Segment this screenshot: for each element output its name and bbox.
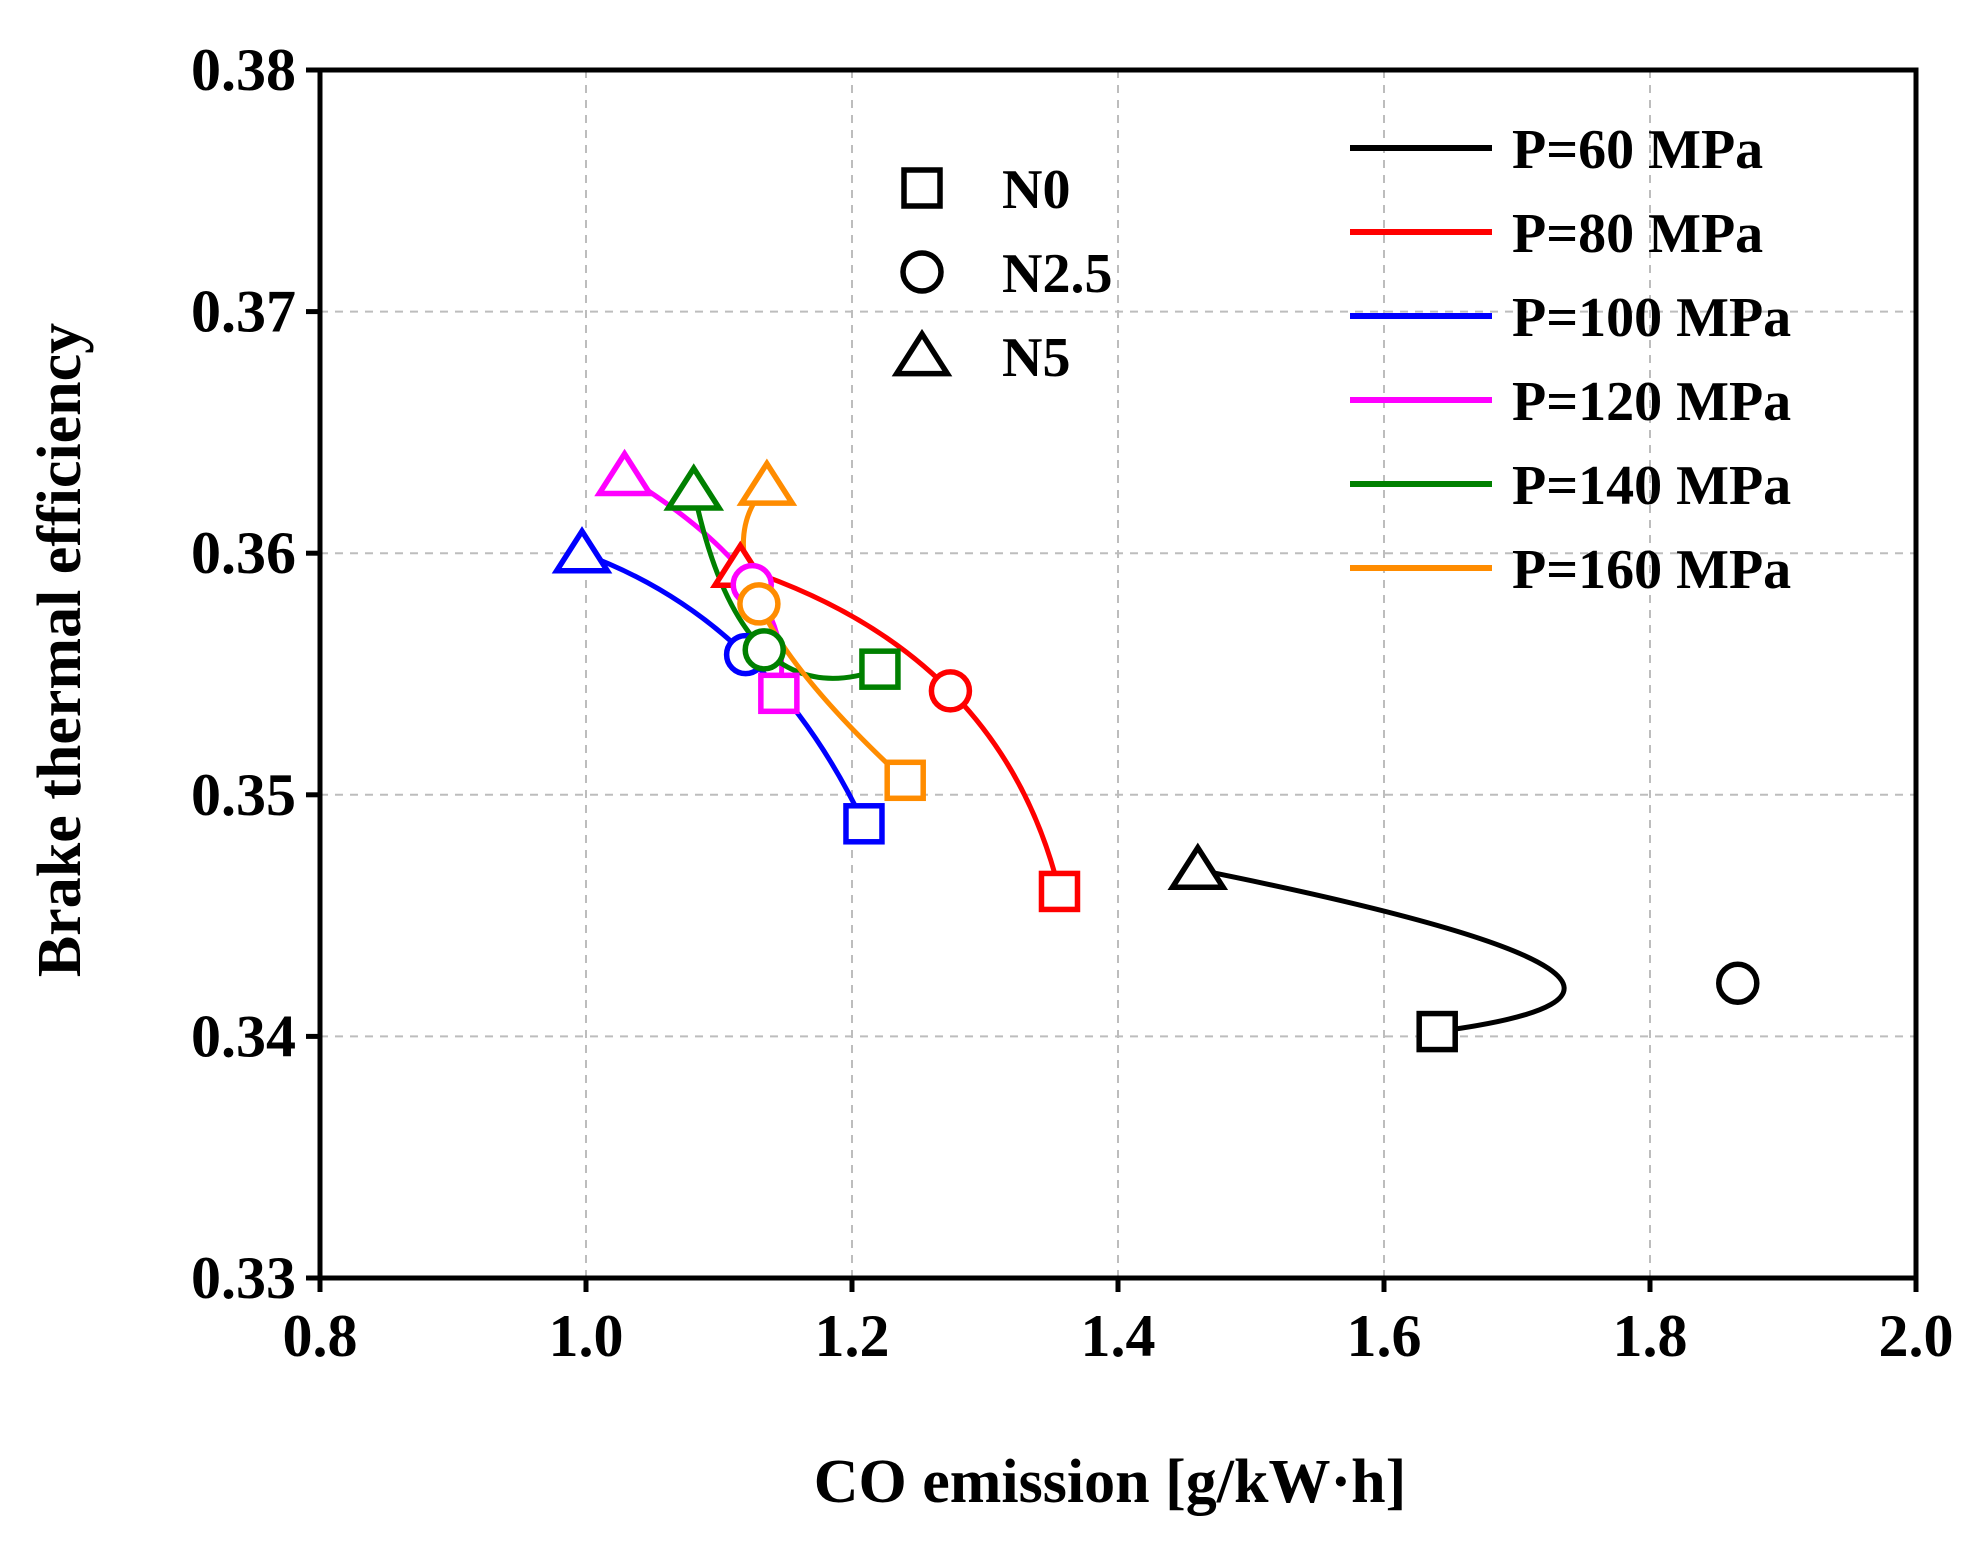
legend-marker	[900, 250, 944, 294]
legend-marker	[891, 328, 953, 377]
x-tick-label: 1.6	[1347, 1303, 1422, 1369]
y-tick-label: 0.38	[191, 37, 296, 103]
x-tick-label: 1.0	[549, 1303, 624, 1369]
legend-marker	[901, 167, 943, 209]
data-point	[663, 463, 725, 511]
y-tick-label: 0.34	[191, 1003, 296, 1069]
data-point	[742, 628, 786, 672]
marker-legend: N0 N2.5 N5	[891, 159, 1112, 389]
legend-marker-label: N2.5	[1002, 243, 1112, 305]
data-point	[1167, 842, 1229, 891]
y-tick-label: 0.35	[191, 762, 296, 828]
data-point	[737, 582, 781, 626]
x-tick-label: 1.4	[1081, 1303, 1156, 1369]
x-axis-title: CO emission [g/kW·h]	[814, 1448, 1407, 1516]
legend-line-label: P=60 MPa	[1512, 119, 1763, 181]
legend-line-label: P=160 MPa	[1512, 539, 1791, 601]
data-point	[1416, 1010, 1458, 1053]
y-tick-label: 0.36	[191, 520, 296, 586]
series-line	[739, 565, 1062, 893]
y-axis-title: Brake thermal efficiency	[26, 323, 94, 977]
legend-marker-label: N5	[1002, 327, 1070, 389]
series-line	[1197, 867, 1567, 1035]
x-tick-label: 1.8	[1613, 1303, 1688, 1369]
data-point	[551, 526, 613, 574]
data-point	[928, 669, 973, 713]
series-line	[581, 550, 867, 825]
series-markers	[551, 448, 1760, 1053]
x-tick-label: 0.8	[283, 1303, 358, 1369]
data-point	[594, 448, 655, 497]
legend-line-label: P=140 MPa	[1512, 455, 1791, 517]
legend-line-label: P=120 MPa	[1512, 371, 1791, 433]
data-point	[1716, 961, 1760, 1005]
data-point	[843, 803, 885, 845]
y-tick-label: 0.37	[191, 279, 296, 345]
legend-marker-label: N0	[1002, 159, 1070, 221]
data-point	[859, 648, 901, 690]
data-point	[884, 759, 926, 802]
legend-line-label: P=100 MPa	[1512, 287, 1791, 349]
data-point	[1038, 870, 1081, 913]
data-point	[758, 672, 800, 715]
data-point	[736, 458, 798, 506]
legend-line-label: P=80 MPa	[1512, 203, 1763, 265]
y-tick-label: 0.33	[191, 1245, 296, 1311]
grid	[320, 70, 1916, 1278]
x-tick-label: 1.2	[815, 1303, 890, 1369]
axis-ticks: 0.8 1.0 1.2 1.4 1.6 1.8 2.0 0.33 0.34 0.35 0.36 0.3…	[191, 37, 1954, 1369]
line-legend: P=60 MPa P=80 MPa P=100 MPa P=120 MPa P=140 …	[1350, 119, 1791, 601]
x-tick-label: 2.0	[1879, 1303, 1954, 1369]
